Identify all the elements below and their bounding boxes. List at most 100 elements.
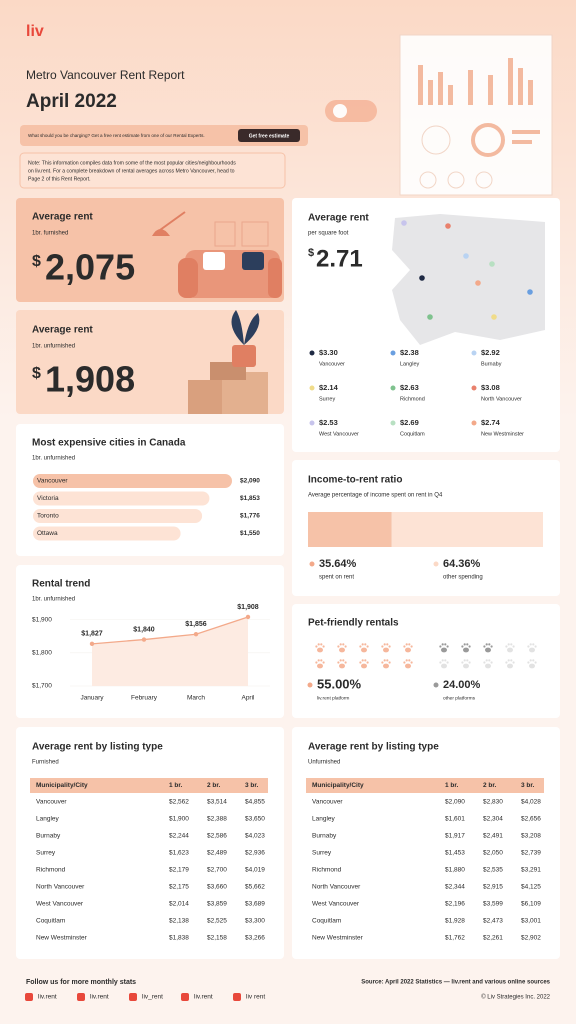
- table-cell: $2,179: [169, 867, 189, 874]
- legend-label: Burnaby: [481, 361, 502, 367]
- legend-label: Langley: [400, 361, 420, 367]
- legend-value: $3.30: [319, 348, 338, 357]
- row-label: New Westminster: [312, 935, 364, 942]
- paw-pad: [485, 647, 491, 653]
- paw-toe: [359, 661, 362, 664]
- paw-toe: [461, 645, 464, 648]
- paw-icon: [505, 659, 515, 669]
- paw-icon: [337, 643, 347, 653]
- card-title: Income-to-rent ratio: [308, 475, 402, 486]
- bar-label: Victoria: [37, 495, 59, 502]
- currency: $: [32, 253, 41, 270]
- table-cell: $3,001: [521, 918, 541, 925]
- paw-toe: [512, 645, 515, 648]
- table-cell: $2,158: [207, 935, 227, 942]
- paw-toe: [532, 659, 535, 662]
- paw-pad: [463, 663, 469, 669]
- line: [91, 616, 249, 645]
- paw-toe: [383, 659, 386, 662]
- title: Metro Vancouver Rent Report: [26, 68, 185, 82]
- paw-toe: [527, 661, 530, 664]
- table-header-bg: [306, 778, 544, 793]
- paw-toe: [386, 643, 389, 646]
- social-icon[interactable]: [25, 993, 33, 1001]
- value-label: $1,856: [185, 621, 207, 628]
- paw-toe: [388, 661, 391, 664]
- paw-toe: [505, 645, 508, 648]
- map-dot: [491, 314, 497, 320]
- cta-button-label[interactable]: Get free estimate: [249, 133, 290, 139]
- paw-toe: [342, 659, 345, 662]
- paw-toe: [320, 643, 323, 646]
- cta-button[interactable]: [238, 129, 300, 142]
- social-handle[interactable]: liv.rent: [38, 994, 57, 1001]
- amount: 1,908: [45, 359, 135, 400]
- amount: 2,075: [45, 247, 135, 288]
- legend-dot: [471, 420, 477, 426]
- paw-toe: [344, 661, 347, 664]
- value-label: 55.00%: [317, 676, 362, 691]
- column-header: 3 br.: [521, 782, 535, 789]
- paw-toe: [488, 643, 491, 646]
- paw-toe: [441, 643, 444, 646]
- bar-segment: [391, 512, 543, 547]
- paw-pad: [529, 663, 535, 669]
- table-cell: $2,586: [207, 833, 227, 840]
- social-icon[interactable]: [233, 993, 241, 1001]
- map-dot: [463, 253, 469, 259]
- paw-toe: [410, 661, 413, 664]
- paw-toe: [337, 645, 340, 648]
- legend-value: $2.38: [400, 348, 419, 357]
- paw-pad: [405, 647, 411, 653]
- y-tick-label: $1,800: [32, 650, 52, 657]
- paw-toe: [408, 659, 411, 662]
- table-cell: $2,936: [245, 850, 265, 857]
- card-title: Pet-friendly rentals: [308, 618, 399, 629]
- map-dot: [427, 314, 433, 320]
- paw-toe: [366, 645, 369, 648]
- bar-segment: [308, 512, 392, 547]
- social-icon[interactable]: [77, 993, 85, 1001]
- paw-toe: [466, 659, 469, 662]
- table-cell: $4,023: [245, 833, 265, 840]
- row-label: Surrey: [36, 850, 56, 857]
- column-header: 2 br.: [483, 782, 497, 789]
- paw-pad: [339, 663, 345, 669]
- social-handle[interactable]: liv_rent: [142, 994, 163, 1001]
- subtitle: April 2022: [26, 91, 117, 112]
- row-label: North Vancouver: [312, 884, 361, 891]
- row-label: Langley: [36, 816, 60, 823]
- table-cell: $2,261: [483, 935, 503, 942]
- table-cell: $5,662: [245, 884, 265, 891]
- paw-toe: [444, 659, 447, 662]
- table-cell: $4,125: [521, 884, 541, 891]
- card-subtitle: per square foot: [308, 231, 349, 237]
- currency: $: [32, 365, 41, 382]
- paw-pad: [485, 663, 491, 669]
- card-subtitle: 1br. unfurnished: [32, 597, 75, 603]
- currency: $: [308, 247, 314, 259]
- paw-toe: [510, 643, 513, 646]
- social-icon[interactable]: [181, 993, 189, 1001]
- paw-toe: [410, 645, 413, 648]
- row-label: West Vancouver: [312, 901, 360, 908]
- paw-toe: [381, 661, 384, 664]
- social-handle[interactable]: liv.rent: [90, 994, 109, 1001]
- table-cell: $4,855: [245, 799, 265, 806]
- legend-dot: [433, 682, 439, 688]
- row-label: Richmond: [312, 867, 342, 874]
- table-cell: $1,623: [169, 850, 189, 857]
- social-handle[interactable]: liv.rent: [194, 994, 213, 1001]
- table-cell: $1,900: [169, 816, 189, 823]
- table-cell: $3,514: [207, 799, 227, 806]
- point: [245, 614, 251, 620]
- point: [141, 637, 147, 642]
- paw-pad: [507, 663, 513, 669]
- paw-toe: [366, 661, 369, 664]
- paw-icon: [439, 659, 449, 669]
- social-icon[interactable]: [129, 993, 137, 1001]
- value-label: 24.00%: [443, 679, 481, 691]
- paw-toe: [512, 661, 515, 664]
- social-handle[interactable]: liv rent: [246, 994, 265, 1001]
- copyright: © Liv Strategies Inc. 2022: [481, 994, 550, 1001]
